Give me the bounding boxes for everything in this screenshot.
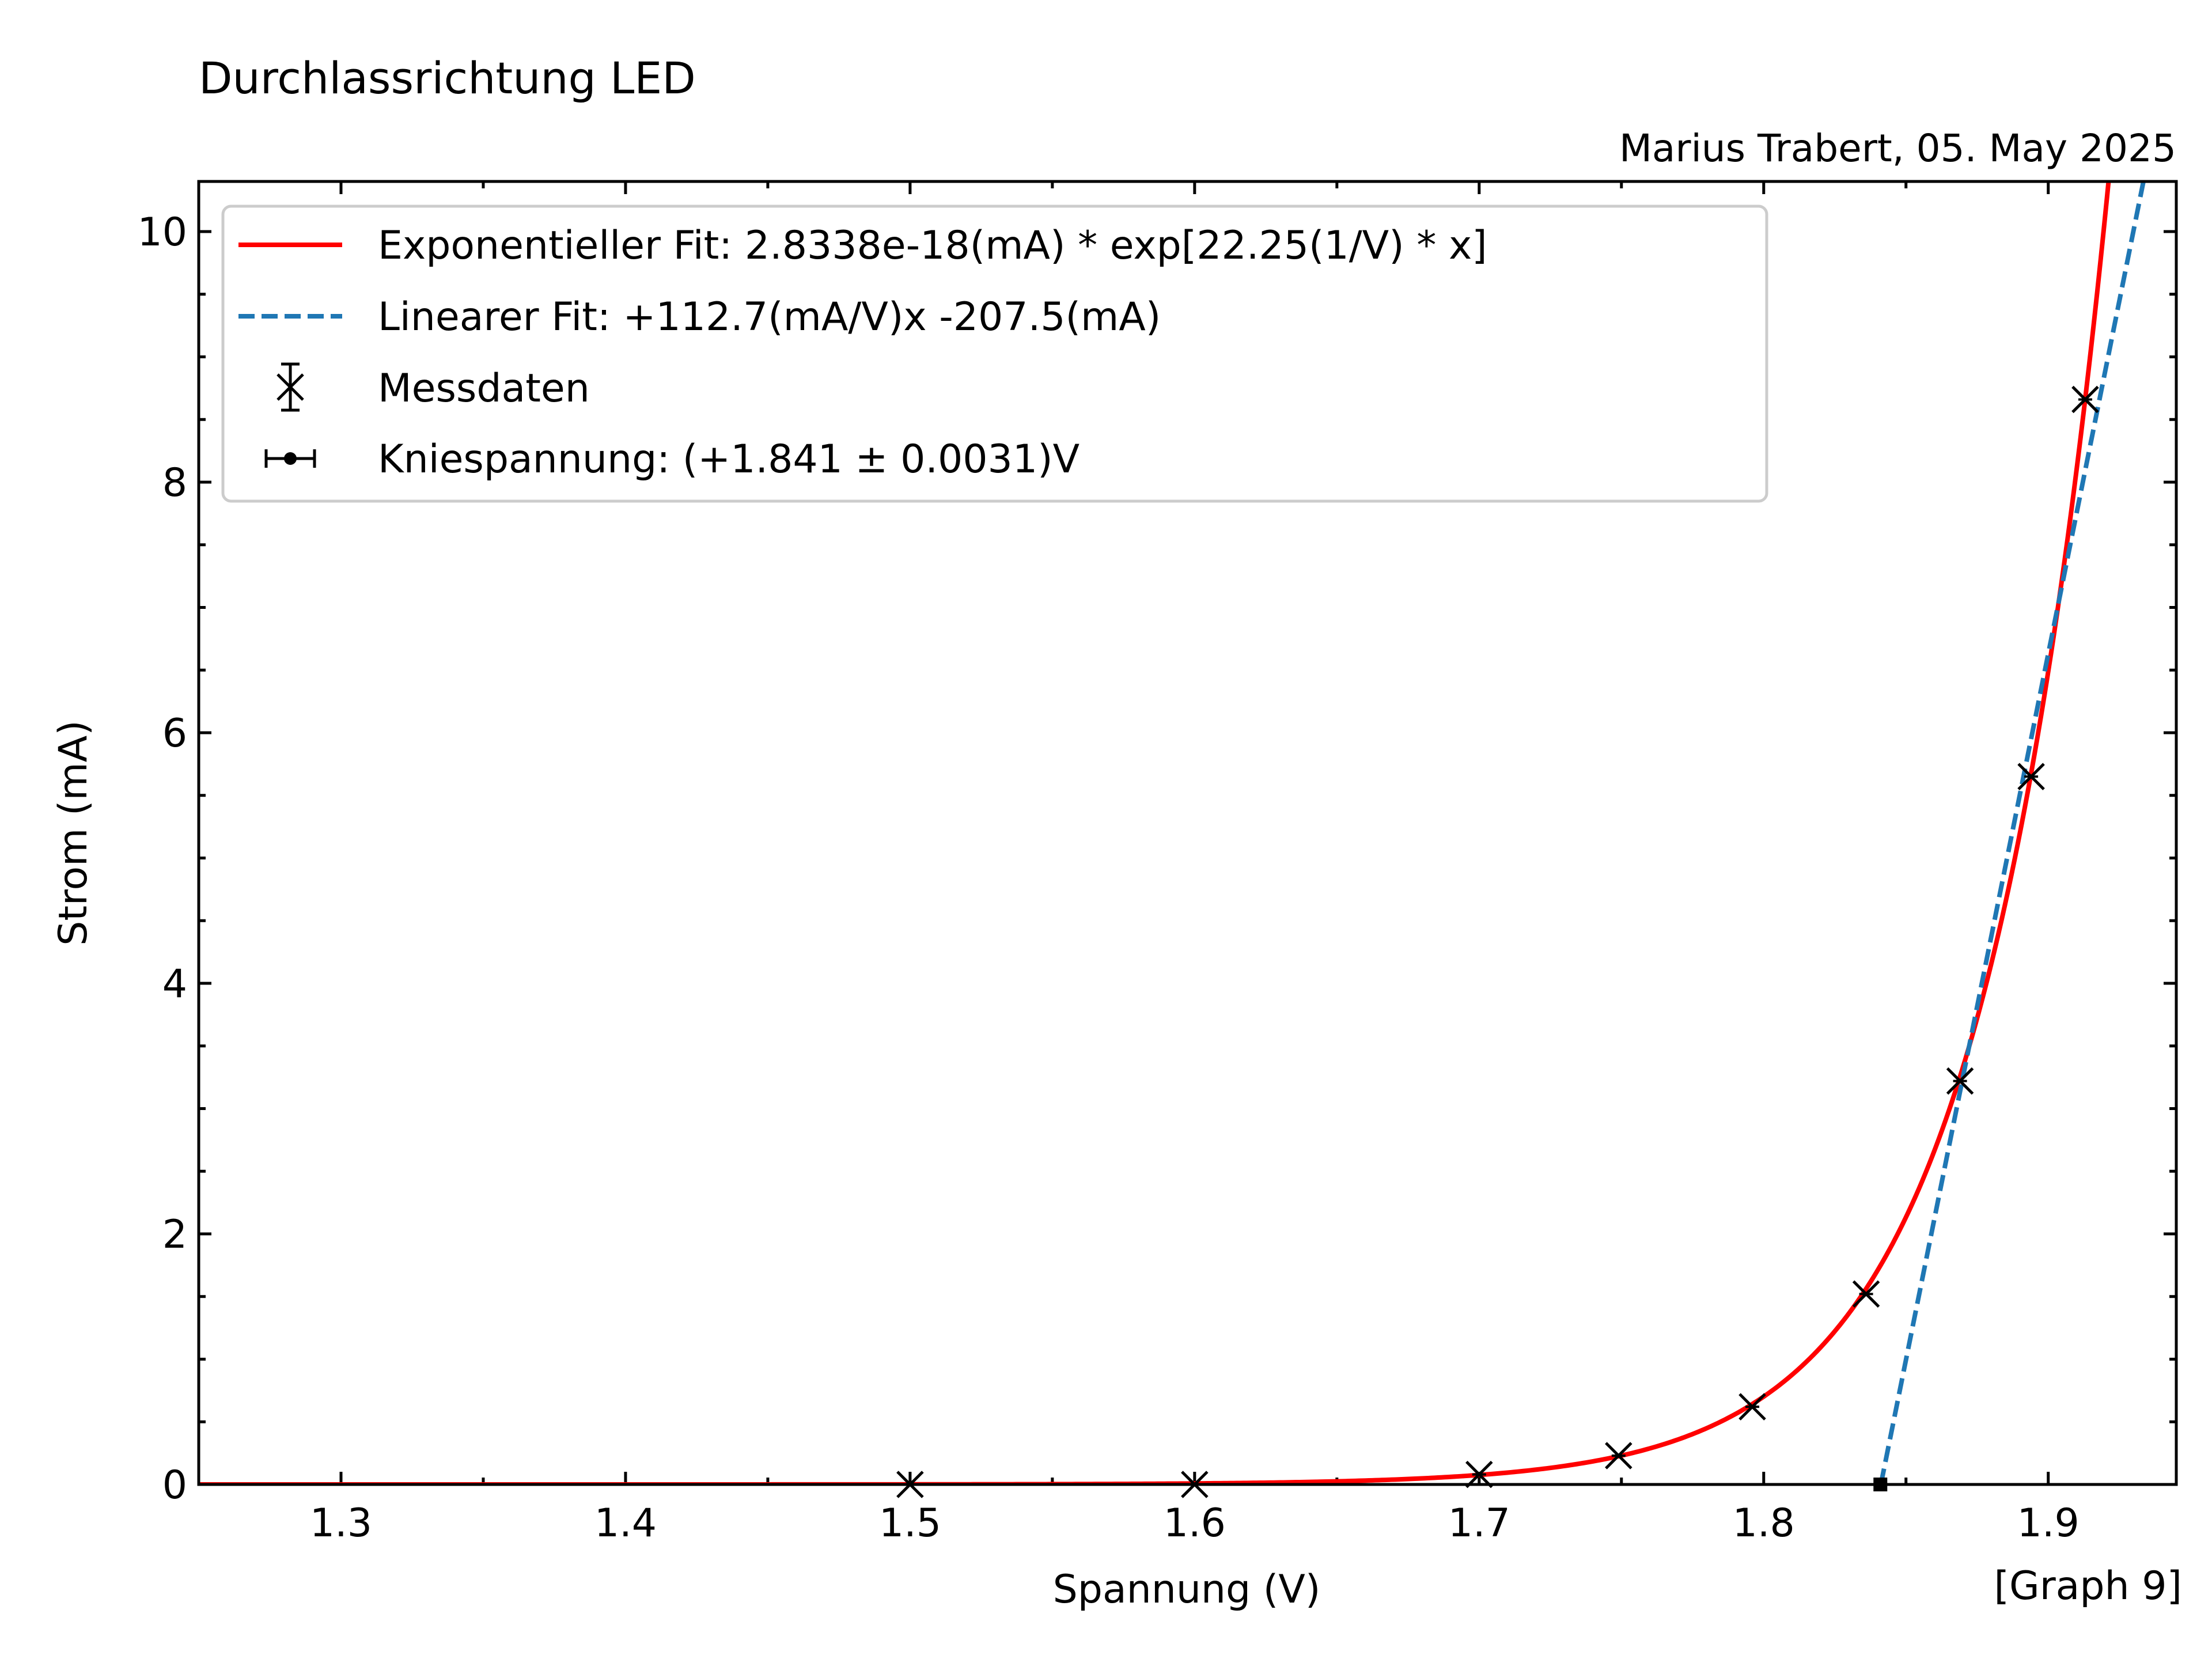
y-tick-label: 10 <box>137 210 187 255</box>
x-tick-label: 1.5 <box>879 1501 941 1546</box>
data-point-marker <box>1852 1280 1880 1308</box>
data-point-marker <box>2017 763 2045 790</box>
data-point-marker <box>1465 1460 1493 1488</box>
y-axis-label: Strom (mA) <box>51 720 96 946</box>
legend: Exponentieller Fit: 2.8338e-18(mA) * exp… <box>221 204 1768 503</box>
x-axis-label: Spannung (V) <box>1053 1567 1321 1612</box>
x-tick-label: 1.3 <box>310 1501 372 1546</box>
axis-tick-labels: 1.3 1.4 1.5 1.6 1.7 1.8 1.9 0 2 4 6 8 10 <box>137 210 2079 1546</box>
x-tick-label: 1.6 <box>1164 1501 1226 1546</box>
data-point-marker <box>1946 1067 1974 1095</box>
legend-linear-fit-label: Linearer Fit: +112.7(mA/V)x -207.5(mA) <box>378 294 1161 340</box>
linear-fit-line <box>1878 181 2146 1484</box>
data-point-marker <box>1738 1393 1766 1421</box>
chart-subtitle: Marius Trabert, 05. May 2025 <box>1619 126 2176 171</box>
legend-box <box>221 204 1768 503</box>
x-tick-label: 1.9 <box>2017 1501 2080 1546</box>
data-point-marker <box>2071 385 2099 414</box>
x-tick-label: 1.8 <box>1733 1501 1795 1546</box>
legend-messdaten-label: Messdaten <box>378 366 590 411</box>
legend-kniespannung-marker <box>264 449 316 468</box>
y-tick-label: 8 <box>162 460 187 506</box>
legend-exp-fit-label: Exponentieller Fit: 2.8338e-18(mA) * exp… <box>378 223 1487 268</box>
graph-number-note: [Graph 9] <box>1994 1563 2182 1609</box>
legend-kniespannung-label: Kniespannung: (+1.841 ± 0.0031)V <box>378 437 1080 482</box>
y-tick-label: 2 <box>162 1212 187 1257</box>
data-point-marker <box>1605 1442 1633 1469</box>
chart-title: Durchlassrichtung LED <box>199 52 696 104</box>
y-tick-label: 4 <box>162 961 187 1007</box>
y-tick-label: 0 <box>162 1463 187 1508</box>
plot-frame <box>197 180 2178 1486</box>
y-tick-label: 6 <box>162 711 187 756</box>
x-tick-label: 1.4 <box>594 1501 657 1546</box>
legend-messdaten-marker <box>276 362 304 412</box>
x-tick-label: 1.7 <box>1448 1501 1510 1546</box>
